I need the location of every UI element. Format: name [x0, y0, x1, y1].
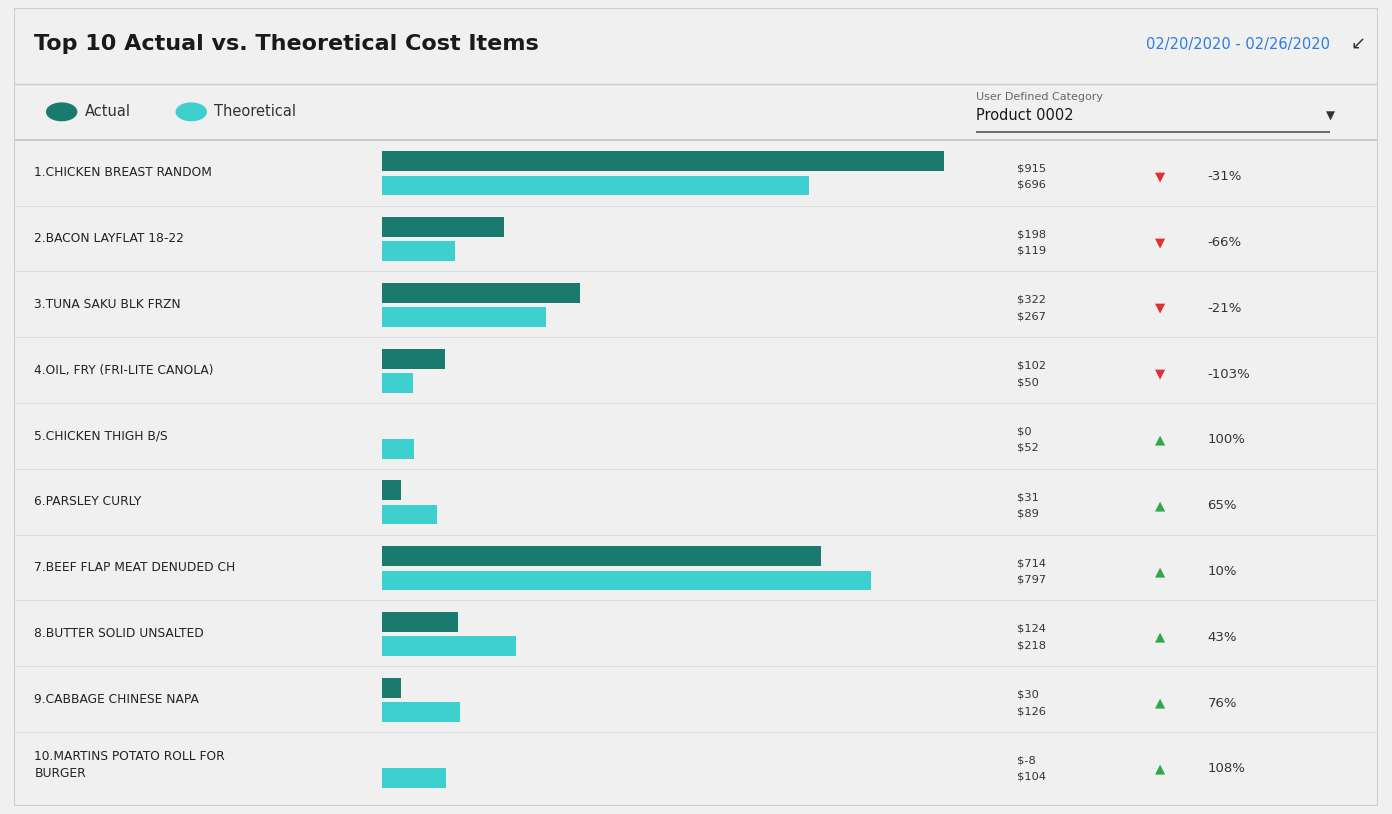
Text: $124: $124 — [1016, 624, 1045, 634]
Text: 8.BUTTER SOLID UNSALTED: 8.BUTTER SOLID UNSALTED — [35, 627, 205, 640]
Text: User Defined Category: User Defined Category — [976, 93, 1102, 103]
Bar — [383, 242, 455, 261]
Text: $0: $0 — [1016, 427, 1031, 436]
Bar — [383, 612, 458, 632]
Bar — [383, 151, 944, 171]
Text: 4.OIL, FRY (FRI-LITE CANOLA): 4.OIL, FRY (FRI-LITE CANOLA) — [35, 364, 214, 377]
Text: $322: $322 — [1016, 295, 1045, 305]
Text: $696: $696 — [1016, 180, 1045, 190]
Text: $-8: $-8 — [1016, 755, 1036, 766]
Text: 3.TUNA SAKU BLK FRZN: 3.TUNA SAKU BLK FRZN — [35, 298, 181, 311]
Text: 6.PARSLEY CURLY: 6.PARSLEY CURLY — [35, 495, 142, 508]
Text: 100%: 100% — [1207, 433, 1246, 446]
Text: 108%: 108% — [1207, 763, 1246, 776]
Text: 5.CHICKEN THIGH B/S: 5.CHICKEN THIGH B/S — [35, 430, 168, 443]
Text: $714: $714 — [1016, 558, 1045, 568]
Bar — [383, 348, 445, 369]
Text: $267: $267 — [1016, 311, 1045, 322]
Circle shape — [177, 103, 206, 120]
Text: 10%: 10% — [1207, 565, 1237, 578]
Text: -66%: -66% — [1207, 236, 1242, 249]
Text: $102: $102 — [1016, 361, 1045, 370]
Text: ▼: ▼ — [1325, 109, 1335, 122]
Text: $50: $50 — [1016, 377, 1038, 387]
Bar — [383, 373, 413, 393]
Bar — [383, 307, 546, 327]
Text: ▲: ▲ — [1155, 697, 1165, 710]
Bar — [383, 176, 810, 195]
Bar — [383, 480, 401, 500]
Text: ▲: ▲ — [1155, 631, 1165, 644]
Text: $915: $915 — [1016, 164, 1045, 173]
Circle shape — [47, 103, 77, 120]
Bar — [383, 571, 871, 590]
Text: $119: $119 — [1016, 246, 1045, 256]
Bar — [383, 217, 504, 237]
Bar — [383, 678, 401, 698]
Text: ▲: ▲ — [1155, 763, 1165, 776]
Text: ▼: ▼ — [1155, 170, 1165, 183]
Bar — [383, 505, 437, 524]
Text: 02/20/2020 - 02/26/2020: 02/20/2020 - 02/26/2020 — [1146, 37, 1331, 51]
Text: 9.CABBAGE CHINESE NAPA: 9.CABBAGE CHINESE NAPA — [35, 693, 199, 706]
Bar — [383, 546, 820, 566]
Text: Top 10 Actual vs. Theoretical Cost Items: Top 10 Actual vs. Theoretical Cost Items — [35, 34, 539, 54]
Bar — [383, 768, 445, 788]
Text: Product 0002: Product 0002 — [976, 108, 1073, 124]
Text: $797: $797 — [1016, 575, 1045, 584]
Text: 65%: 65% — [1207, 499, 1237, 512]
Text: ▼: ▼ — [1155, 236, 1165, 249]
Text: 7.BEEF FLAP MEAT DENUDED CH: 7.BEEF FLAP MEAT DENUDED CH — [35, 561, 235, 574]
Text: Actual: Actual — [85, 104, 131, 120]
Text: Theoretical: Theoretical — [214, 104, 296, 120]
Text: -31%: -31% — [1207, 170, 1242, 183]
Text: ↙: ↙ — [1350, 35, 1366, 53]
Text: $31: $31 — [1016, 492, 1038, 502]
Text: $126: $126 — [1016, 706, 1045, 716]
Text: ▲: ▲ — [1155, 499, 1165, 512]
Text: 76%: 76% — [1207, 697, 1237, 710]
Bar — [383, 637, 516, 656]
Bar — [383, 439, 415, 458]
Text: $218: $218 — [1016, 641, 1045, 650]
Text: $89: $89 — [1016, 509, 1038, 519]
Text: ▲: ▲ — [1155, 565, 1165, 578]
Text: $52: $52 — [1016, 443, 1038, 453]
Bar — [383, 702, 459, 722]
Text: $104: $104 — [1016, 772, 1045, 782]
Text: 1.CHICKEN BREAST RANDOM: 1.CHICKEN BREAST RANDOM — [35, 166, 212, 179]
Text: $30: $30 — [1016, 689, 1038, 700]
Text: ▼: ▼ — [1155, 302, 1165, 315]
Text: 43%: 43% — [1207, 631, 1237, 644]
Text: $198: $198 — [1016, 229, 1045, 239]
Bar — [383, 283, 580, 303]
Text: -103%: -103% — [1207, 368, 1250, 381]
Text: 2.BACON LAYFLAT 18-22: 2.BACON LAYFLAT 18-22 — [35, 232, 184, 245]
Text: 10.MARTINS POTATO ROLL FOR
BURGER: 10.MARTINS POTATO ROLL FOR BURGER — [35, 750, 226, 780]
Text: ▼: ▼ — [1155, 368, 1165, 381]
Text: -21%: -21% — [1207, 302, 1242, 315]
Text: ▲: ▲ — [1155, 433, 1165, 446]
